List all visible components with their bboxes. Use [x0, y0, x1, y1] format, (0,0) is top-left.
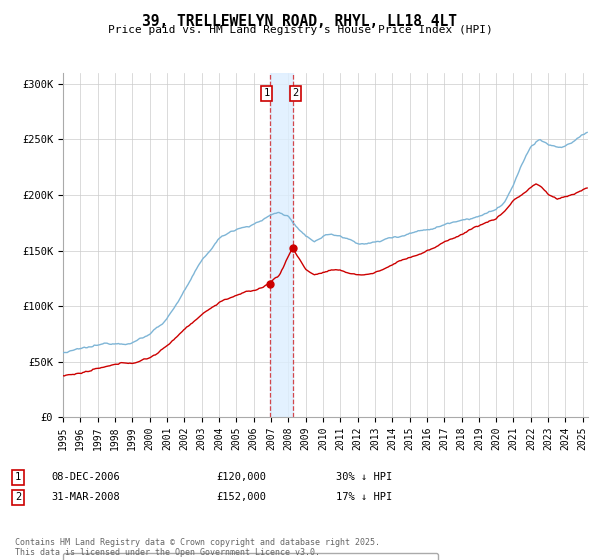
Text: £152,000: £152,000	[216, 492, 266, 502]
Text: Price paid vs. HM Land Registry's House Price Index (HPI): Price paid vs. HM Land Registry's House …	[107, 25, 493, 35]
Text: 08-DEC-2006: 08-DEC-2006	[51, 472, 120, 482]
Text: 30% ↓ HPI: 30% ↓ HPI	[336, 472, 392, 482]
Text: 2: 2	[293, 88, 299, 99]
Text: 31-MAR-2008: 31-MAR-2008	[51, 492, 120, 502]
Bar	[269, 73, 293, 417]
Text: 2: 2	[15, 492, 21, 502]
Text: Contains HM Land Registry data © Crown copyright and database right 2025.
This d: Contains HM Land Registry data © Crown c…	[15, 538, 380, 557]
Text: 1: 1	[263, 88, 269, 99]
Text: 17% ↓ HPI: 17% ↓ HPI	[336, 492, 392, 502]
Legend: 39, TRELLEWELYN ROAD, RHYL, LL18 4LT (detached house), HPI: Average price, detac: 39, TRELLEWELYN ROAD, RHYL, LL18 4LT (de…	[63, 553, 438, 560]
Text: 1: 1	[15, 472, 21, 482]
Text: 39, TRELLEWELYN ROAD, RHYL, LL18 4LT: 39, TRELLEWELYN ROAD, RHYL, LL18 4LT	[143, 14, 458, 29]
Text: £120,000: £120,000	[216, 472, 266, 482]
